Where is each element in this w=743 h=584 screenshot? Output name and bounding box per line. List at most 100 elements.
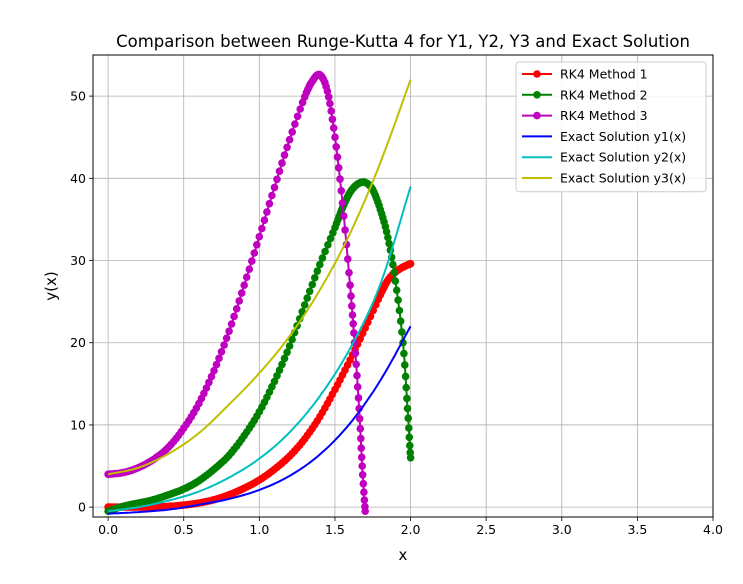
data-point (285, 342, 294, 350)
data-point (395, 306, 404, 315)
data-point (341, 226, 349, 234)
data-point (288, 128, 297, 136)
data-point (245, 265, 254, 274)
data-point (331, 133, 339, 141)
data-point (230, 312, 238, 321)
data-point (217, 348, 226, 356)
data-point (220, 341, 228, 349)
data-point (280, 151, 289, 159)
data-point (242, 273, 251, 282)
data-point (332, 143, 341, 151)
data-point (402, 383, 411, 392)
data-point (333, 153, 342, 161)
data-point (328, 115, 337, 124)
data-point (401, 372, 410, 381)
y-tick-label: 20 (70, 335, 86, 350)
legend-entry-label: RK4 Method 1 (560, 67, 648, 82)
legend-swatch-marker (533, 91, 541, 99)
data-point (390, 268, 399, 277)
data-point (392, 286, 401, 295)
data-point (291, 120, 299, 128)
data-point (263, 208, 271, 216)
data-point (324, 241, 332, 249)
y-tick-label: 0 (78, 500, 86, 515)
x-tick-label: 3.0 (552, 522, 572, 537)
data-point (303, 294, 312, 302)
data-point (348, 311, 357, 319)
data-point (265, 199, 274, 208)
data-point (398, 328, 406, 336)
data-point (207, 372, 216, 381)
data-point (349, 320, 358, 328)
data-point (403, 394, 411, 403)
y-axis-label: y(x) (42, 271, 60, 300)
legend-entry-label: RK4 Method 2 (560, 87, 648, 102)
data-point (327, 107, 336, 115)
data-point (348, 302, 356, 310)
legend-box (515, 61, 707, 193)
data-point (313, 267, 322, 275)
data-point (293, 112, 302, 121)
series-4 (108, 325, 412, 515)
data-point (347, 292, 355, 300)
x-tick-label: 2.5 (476, 522, 496, 537)
data-point (336, 175, 344, 183)
x-axis-label: x (399, 546, 408, 564)
legend-swatch-marker (533, 70, 541, 78)
data-point (275, 366, 284, 375)
legend-entry-label: RK4 Method 3 (560, 108, 648, 123)
data-point (382, 228, 391, 236)
data-point (350, 329, 358, 337)
data-point (296, 105, 305, 113)
series-6 (107, 79, 412, 476)
plot-frame (92, 54, 714, 518)
data-point (288, 335, 296, 344)
data-point (255, 232, 264, 241)
data-point (250, 249, 259, 257)
data-point (406, 441, 414, 450)
data-point (344, 255, 352, 263)
data-point (273, 175, 281, 184)
data-point (403, 404, 412, 413)
x-tick-label: 0.5 (174, 522, 194, 537)
data-point (222, 334, 231, 343)
data-point (210, 366, 218, 375)
data-point (260, 216, 269, 224)
data-point (354, 394, 363, 402)
data-point (337, 187, 346, 195)
data-point (252, 241, 261, 249)
data-point (326, 234, 335, 243)
data-point (360, 488, 368, 497)
data-point (311, 274, 319, 282)
data-point (248, 257, 256, 265)
legend-entry-label: Exact Solution y2(x) (560, 150, 686, 165)
data-point (385, 239, 393, 248)
data-point (360, 496, 369, 504)
data-point (389, 260, 397, 269)
data-point (359, 479, 368, 488)
series-3 (104, 70, 370, 515)
data-point (283, 348, 291, 357)
data-point (329, 124, 338, 132)
data-point (353, 371, 361, 380)
series-layer (104, 70, 415, 515)
data-point (396, 317, 405, 326)
legend-entry-label: Exact Solution y3(x) (560, 171, 686, 186)
data-point (345, 268, 353, 277)
data-point (308, 280, 317, 289)
data-point (405, 424, 413, 432)
data-point (401, 361, 409, 369)
data-point (351, 349, 360, 358)
data-point (275, 167, 284, 175)
data-point (235, 297, 243, 305)
data-point (215, 354, 223, 363)
data-point (334, 164, 343, 172)
data-point (237, 289, 246, 297)
data-point (240, 281, 248, 290)
data-point (355, 414, 364, 423)
data-point (324, 93, 333, 101)
data-point (358, 462, 367, 470)
ticks: 0.0 0.5 1.0 1.5 2.0 2.5 3.0 3.5 4.0 0 10 20 30 40 50 (70, 89, 723, 537)
x-tick-label: 1.0 (249, 522, 269, 537)
data-point (321, 247, 329, 256)
